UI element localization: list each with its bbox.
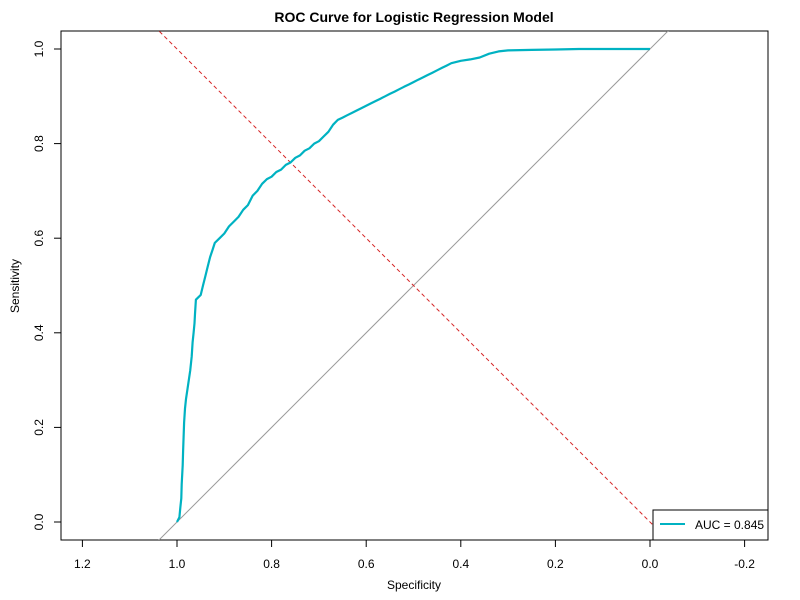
x-axis: 1.2 1.0 0.8 0.6 0.4 0.2 0.0 -0.2 xyxy=(74,540,755,571)
x-tick-label: 1.2 xyxy=(74,557,91,571)
y-tick-label: 1.0 xyxy=(32,40,46,57)
y-tick-label: 0.6 xyxy=(32,230,46,247)
cutoff-dashed-line xyxy=(158,31,669,540)
y-tick-label: 0.2 xyxy=(32,419,46,436)
x-tick-label: 0.8 xyxy=(263,557,280,571)
legend-label: AUC = 0.845 xyxy=(695,518,764,532)
chart-title: ROC Curve for Logistic Regression Model xyxy=(274,9,553,25)
x-tick-label: -0.2 xyxy=(734,557,755,571)
x-tick-label: 0.4 xyxy=(452,557,469,571)
plot-frame xyxy=(60,30,769,541)
y-axis-label: Sensitivity xyxy=(8,259,22,313)
x-axis-label: Specificity xyxy=(387,578,441,592)
x-tick-label: 0.2 xyxy=(547,557,564,571)
x-tick-label: 0.0 xyxy=(642,557,659,571)
x-tick-label: 1.0 xyxy=(169,557,186,571)
y-tick-label: 0.0 xyxy=(32,513,46,530)
y-tick-label: 0.8 xyxy=(32,135,46,152)
reference-lines xyxy=(158,31,669,540)
y-axis: 0.0 0.2 0.4 0.6 0.8 1.0 xyxy=(32,40,61,530)
roc-curve-line xyxy=(176,47,650,523)
y-tick-label: 0.4 xyxy=(32,324,46,341)
x-tick-label: 0.6 xyxy=(358,557,375,571)
series-group xyxy=(176,47,650,523)
legend: AUC = 0.845 xyxy=(652,509,769,541)
